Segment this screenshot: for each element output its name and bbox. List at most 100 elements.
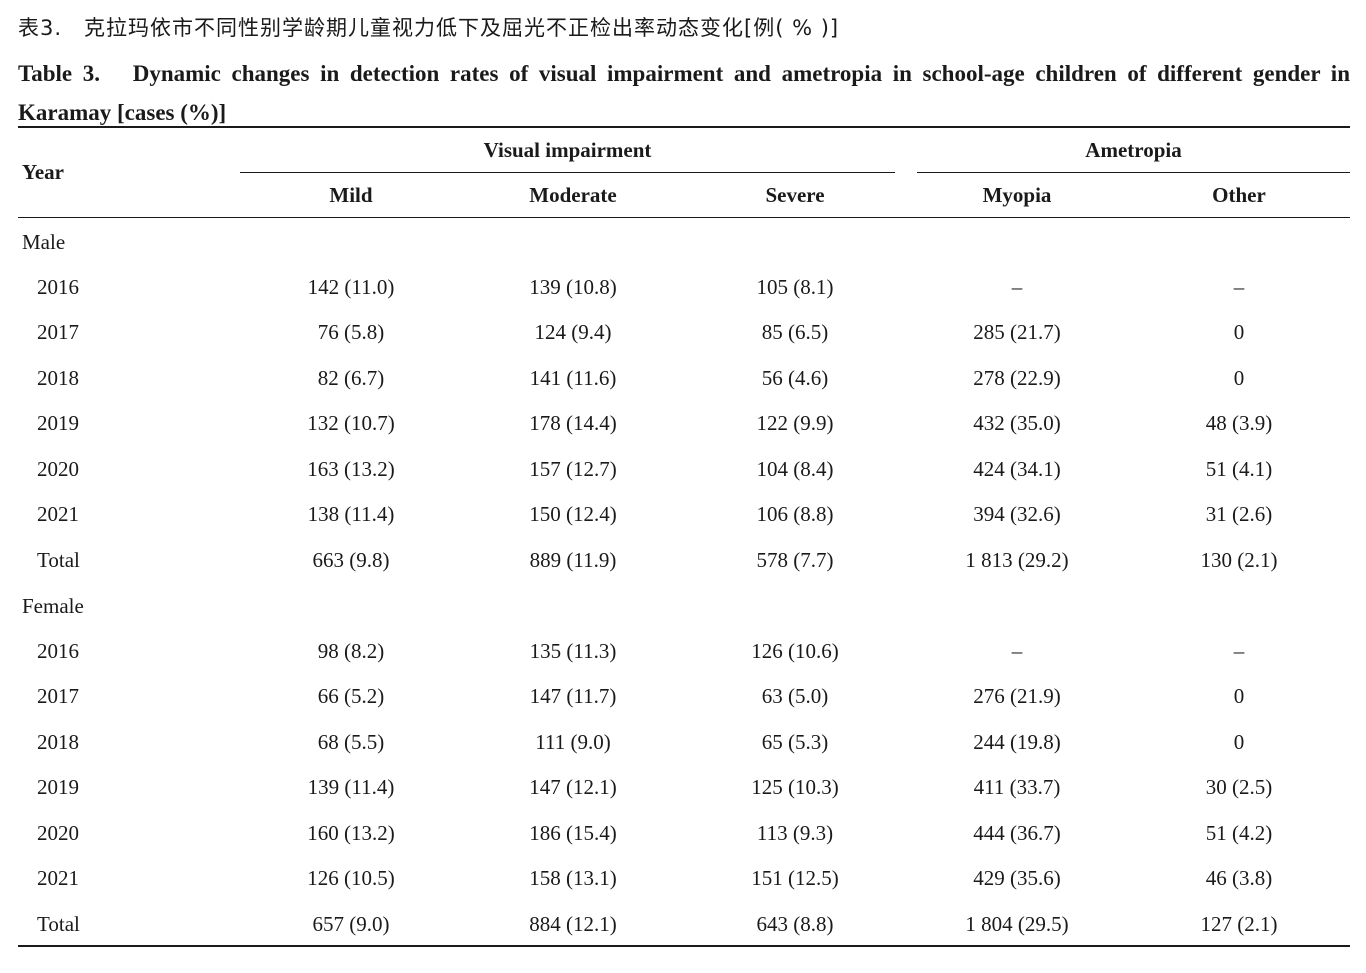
cell-mild: 657 (9.0)	[312, 912, 390, 936]
cell-severe: 104 (8.4)	[756, 457, 834, 481]
table-bottom-rule	[18, 945, 1350, 947]
table-row: 2021 138 (11.4) 150 (12.4) 106 (8.8) 394…	[0, 502, 1366, 532]
cell-moderate: 884 (12.1)	[529, 912, 617, 936]
cell-other: 46 (3.8)	[1205, 866, 1273, 890]
year-column-header: Year	[22, 160, 64, 184]
column-header-other: Other	[1212, 183, 1266, 207]
cell-severe: 151 (12.5)	[751, 866, 839, 890]
cell-moderate: 150 (12.4)	[529, 502, 617, 526]
cell-severe: 106 (8.8)	[756, 502, 834, 526]
cell-moderate: 111 (9.0)	[535, 730, 611, 754]
table-caption-chinese: 表3. 克拉玛依市不同性别学龄期儿童视力低下及屈光不正检出率动态变化[例( % …	[18, 16, 840, 40]
section-label-male: Male	[22, 230, 66, 254]
cell-myopia: 1 813 (29.2)	[965, 548, 1069, 572]
row-year: Total	[37, 548, 80, 572]
table-header-rule	[18, 217, 1350, 218]
cell-severe: 63 (5.0)	[761, 684, 829, 708]
cell-severe: 113 (9.3)	[756, 821, 834, 845]
cell-other: 31 (2.6)	[1205, 502, 1273, 526]
cell-moderate: 139 (10.8)	[529, 275, 617, 299]
cell-other: 127 (2.1)	[1200, 912, 1278, 936]
cell-mild: 163 (13.2)	[307, 457, 395, 481]
table-row: 2019 132 (10.7) 178 (14.4) 122 (9.9) 432…	[0, 411, 1366, 441]
cell-severe: 65 (5.3)	[761, 730, 829, 754]
visual-impairment-group-header: Visual impairment	[483, 138, 652, 162]
row-year: 2019	[37, 775, 79, 799]
cell-myopia: –	[1011, 639, 1023, 663]
cell-myopia: 432 (35.0)	[973, 411, 1061, 435]
row-year: 2017	[37, 684, 79, 708]
cell-myopia: 411 (33.7)	[973, 775, 1061, 799]
row-year: 2016	[37, 639, 79, 663]
cell-other: 0	[1233, 366, 1245, 390]
table-row: 2017 76 (5.8) 124 (9.4) 85 (6.5) 285 (21…	[0, 320, 1366, 350]
cell-other: 130 (2.1)	[1200, 548, 1278, 572]
cell-mild: 142 (11.0)	[307, 275, 395, 299]
cell-mild: 82 (6.7)	[317, 366, 385, 390]
cell-severe: 125 (10.3)	[751, 775, 839, 799]
cell-severe: 122 (9.9)	[756, 411, 834, 435]
cell-other: 0	[1233, 730, 1245, 754]
cell-severe: 126 (10.6)	[751, 639, 839, 663]
section-label-female: Female	[22, 594, 84, 618]
column-header-moderate: Moderate	[529, 183, 617, 207]
cell-moderate: 157 (12.7)	[529, 457, 617, 481]
cell-other: 48 (3.9)	[1205, 411, 1273, 435]
ametropia-group-header: Ametropia	[1085, 138, 1182, 162]
cell-myopia: 285 (21.7)	[973, 320, 1061, 344]
table-row: 2018 68 (5.5) 111 (9.0) 65 (5.3) 244 (19…	[0, 730, 1366, 760]
cell-other: 30 (2.5)	[1205, 775, 1273, 799]
table-row: 2020 160 (13.2) 186 (15.4) 113 (9.3) 444…	[0, 821, 1366, 851]
cell-myopia: 444 (36.7)	[973, 821, 1061, 845]
cell-mild: 98 (8.2)	[317, 639, 385, 663]
table-top-rule	[18, 126, 1350, 128]
table-row-total: Total 663 (9.8) 889 (11.9) 578 (7.7) 1 8…	[0, 548, 1366, 578]
cell-other: –	[1233, 275, 1245, 299]
cell-moderate: 147 (11.7)	[529, 684, 617, 708]
cell-mild: 138 (11.4)	[307, 502, 395, 526]
cell-myopia: 244 (19.8)	[973, 730, 1061, 754]
cell-other: 0	[1233, 320, 1245, 344]
cell-myopia: 424 (34.1)	[973, 457, 1061, 481]
cell-myopia: 278 (22.9)	[973, 366, 1061, 390]
cell-myopia: 1 804 (29.5)	[965, 912, 1069, 936]
cell-other: 51 (4.1)	[1205, 457, 1273, 481]
cell-mild: 68 (5.5)	[317, 730, 385, 754]
row-year: 2019	[37, 411, 79, 435]
table-row: 2019 139 (11.4) 147 (12.1) 125 (10.3) 41…	[0, 775, 1366, 805]
cell-severe: 578 (7.7)	[756, 548, 834, 572]
cell-mild: 76 (5.8)	[317, 320, 385, 344]
cell-moderate: 124 (9.4)	[534, 320, 612, 344]
cell-moderate: 178 (14.4)	[529, 411, 617, 435]
row-year: 2018	[37, 730, 79, 754]
table-row: 2021 126 (10.5) 158 (13.1) 151 (12.5) 42…	[0, 866, 1366, 896]
table-row: 2018 82 (6.7) 141 (11.6) 56 (4.6) 278 (2…	[0, 366, 1366, 396]
cell-mild: 132 (10.7)	[307, 411, 395, 435]
cell-moderate: 158 (13.1)	[529, 866, 617, 890]
cell-other: –	[1233, 639, 1245, 663]
cell-severe: 56 (4.6)	[761, 366, 829, 390]
cell-myopia: 276 (21.9)	[973, 684, 1061, 708]
cell-severe: 105 (8.1)	[756, 275, 834, 299]
cell-severe: 643 (8.8)	[756, 912, 834, 936]
cell-myopia: –	[1011, 275, 1023, 299]
row-year: 2018	[37, 366, 79, 390]
cell-mild: 160 (13.2)	[307, 821, 395, 845]
cell-mild: 66 (5.2)	[317, 684, 385, 708]
table-row: 2016 98 (8.2) 135 (11.3) 126 (10.6) – –	[0, 639, 1366, 669]
row-year: 2017	[37, 320, 79, 344]
row-year: 2020	[37, 457, 79, 481]
cell-moderate: 141 (11.6)	[529, 366, 617, 390]
cell-other: 51 (4.2)	[1205, 821, 1273, 845]
cell-myopia: 429 (35.6)	[973, 866, 1061, 890]
row-year: 2020	[37, 821, 79, 845]
ametropia-spanner-rule	[917, 172, 1350, 173]
table-caption-english: Table 3. Dynamic changes in detection ra…	[18, 61, 1350, 125]
column-header-mild: Mild	[329, 183, 373, 207]
row-year: 2016	[37, 275, 79, 299]
table-row: 2017 66 (5.2) 147 (11.7) 63 (5.0) 276 (2…	[0, 684, 1366, 714]
table-row: 2020 163 (13.2) 157 (12.7) 104 (8.4) 424…	[0, 457, 1366, 487]
column-header-myopia: Myopia	[982, 183, 1052, 207]
cell-mild: 663 (9.8)	[312, 548, 390, 572]
